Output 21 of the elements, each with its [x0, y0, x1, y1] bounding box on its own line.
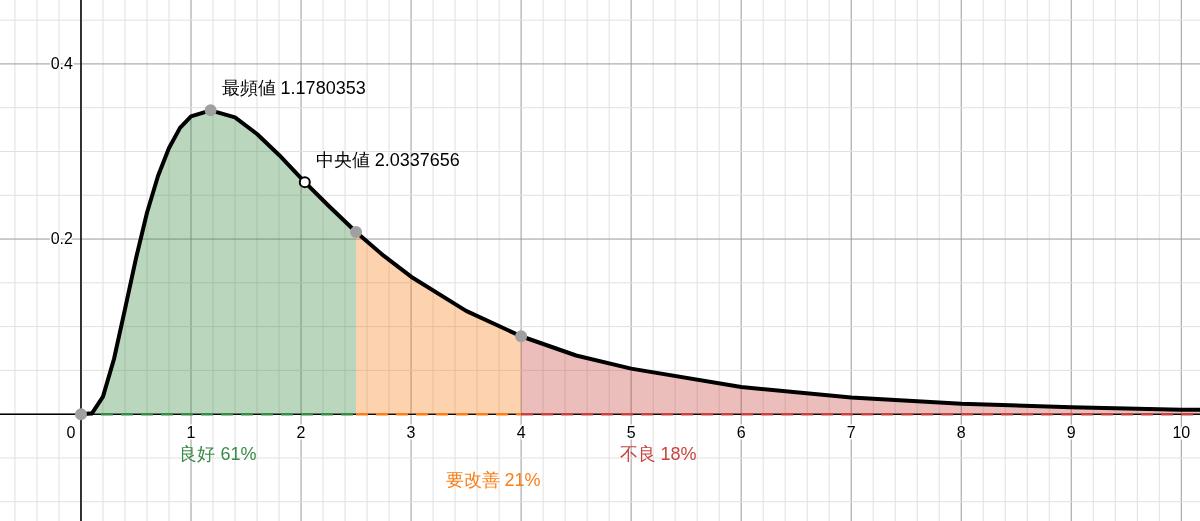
annotation: 最頻値 1.1780353 — [221, 78, 366, 99]
point — [350, 226, 363, 239]
point — [74, 408, 87, 421]
x-tick-label: 9 — [1066, 424, 1076, 442]
series-label: 良好 61% — [179, 444, 257, 465]
y-tick-label: 0.4 — [50, 54, 74, 72]
x-tick-label: 0 — [66, 424, 76, 442]
x-tick-label: 7 — [846, 424, 856, 442]
x-tick-label: 3 — [406, 424, 416, 442]
x-tick-label: 5 — [626, 424, 636, 442]
y-tick-label: 0.2 — [50, 230, 74, 248]
point — [515, 330, 528, 343]
point — [204, 104, 217, 117]
x-tick-label: 4 — [516, 424, 526, 442]
x-tick-label: 8 — [956, 424, 966, 442]
series-label: 不良 18% — [619, 444, 697, 465]
x-tick-label: 1 — [186, 424, 196, 442]
x-tick-label: 2 — [296, 424, 306, 442]
x-tick-label: 10 — [1172, 424, 1191, 442]
x-tick-label: 6 — [736, 424, 746, 442]
annotation: 中央値 2.0337656 — [315, 150, 460, 171]
